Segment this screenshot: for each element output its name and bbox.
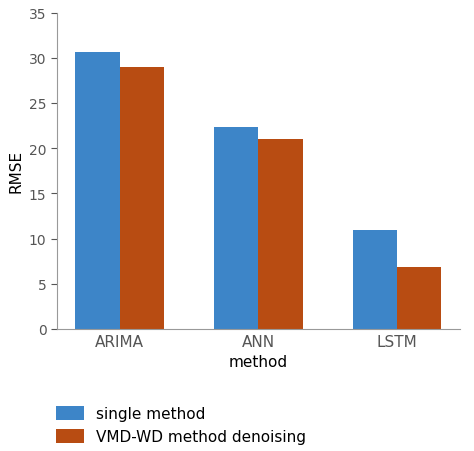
- X-axis label: method: method: [229, 354, 288, 369]
- Bar: [214, 128, 258, 329]
- Legend: single method, VMD-WD method denoising: single method, VMD-WD method denoising: [56, 406, 306, 444]
- Bar: [397, 268, 441, 329]
- Bar: [75, 53, 119, 329]
- Bar: [258, 140, 303, 329]
- Bar: [119, 68, 164, 329]
- Bar: [353, 230, 397, 329]
- Y-axis label: RMSE: RMSE: [8, 150, 23, 193]
